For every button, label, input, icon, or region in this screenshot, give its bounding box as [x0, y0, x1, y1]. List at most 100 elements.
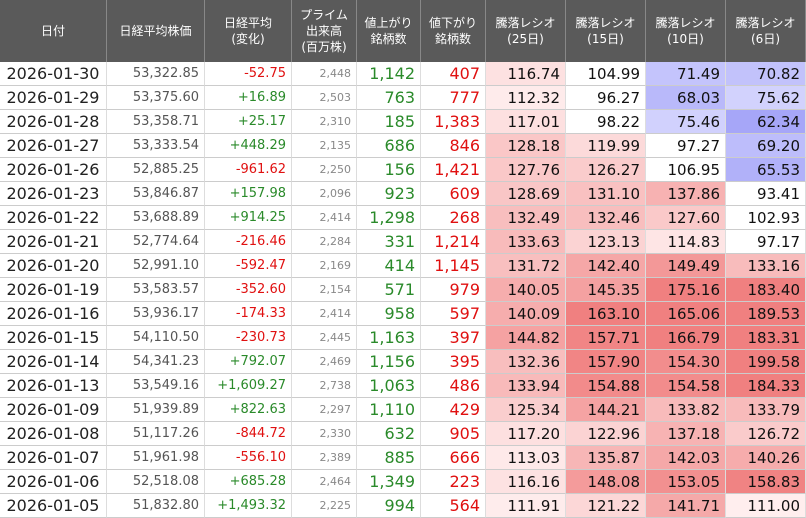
cell: 2026-01-29	[0, 86, 107, 110]
ratio-cell: 140.26	[726, 446, 806, 470]
header-cell: 値上がり 銘柄数	[357, 0, 421, 62]
cell: 486	[421, 374, 486, 398]
cell: +914.25	[205, 206, 292, 230]
ratio-cell: 137.86	[646, 182, 726, 206]
ratio-cell: 189.53	[726, 302, 806, 326]
header-cell: 騰落レシオ (10日)	[646, 0, 726, 62]
ratio-cell: 117.01	[486, 110, 566, 134]
ratio-cell: 133.82	[646, 398, 726, 422]
ratio-cell: 111.00	[726, 494, 806, 518]
cell: 905	[421, 422, 486, 446]
cell: 1,145	[421, 254, 486, 278]
cell: 1,298	[357, 206, 421, 230]
cell: 331	[357, 230, 421, 254]
cell: 994	[357, 494, 421, 518]
cell: 2026-01-20	[0, 254, 107, 278]
ratio-cell: 117.20	[486, 422, 566, 446]
cell: +822.63	[205, 398, 292, 422]
ratio-cell: 131.10	[566, 182, 646, 206]
ratio-cell: 183.31	[726, 326, 806, 350]
ratio-cell: 126.27	[566, 158, 646, 182]
ratio-cell: 128.69	[486, 182, 566, 206]
ratio-cell: 98.22	[566, 110, 646, 134]
ratio-cell: 183.40	[726, 278, 806, 302]
ratio-cell: 121.22	[566, 494, 646, 518]
cell: +448.29	[205, 134, 292, 158]
cell: 564	[421, 494, 486, 518]
ratio-cell: 75.62	[726, 86, 806, 110]
cell: 2026-01-27	[0, 134, 107, 158]
ratio-cell: 148.08	[566, 470, 646, 494]
cell: 2026-01-05	[0, 494, 107, 518]
ratio-cell: 153.05	[646, 470, 726, 494]
header-text: (百万株)	[301, 40, 347, 54]
cell: 407	[421, 62, 486, 86]
cell: 597	[421, 302, 486, 326]
ratio-cell: 158.83	[726, 470, 806, 494]
cell: 1,156	[357, 350, 421, 374]
cell: -844.72	[205, 422, 292, 446]
cell: 53,936.17	[107, 302, 205, 326]
header-cell: 騰落レシオ (25日)	[486, 0, 566, 62]
header-text: (6日)	[751, 32, 780, 46]
cell: 53,322.85	[107, 62, 205, 86]
ratio-cell: 114.83	[646, 230, 726, 254]
ratio-cell: 140.05	[486, 278, 566, 302]
cell: 2026-01-21	[0, 230, 107, 254]
cell: 2026-01-22	[0, 206, 107, 230]
cell: 923	[357, 182, 421, 206]
ratio-cell: 135.87	[566, 446, 646, 470]
cell: 1,110	[357, 398, 421, 422]
cell: 958	[357, 302, 421, 326]
header-cell: 騰落レシオ (15日)	[566, 0, 646, 62]
ratio-cell: 142.03	[646, 446, 726, 470]
ratio-cell: 104.99	[566, 62, 646, 86]
cell: 53,688.89	[107, 206, 205, 230]
cell: +25.17	[205, 110, 292, 134]
cell: 2,503	[292, 86, 357, 110]
ratio-cell: 132.36	[486, 350, 566, 374]
header-text: プライム	[300, 8, 348, 22]
ratio-cell: 154.58	[646, 374, 726, 398]
ratio-cell: 113.03	[486, 446, 566, 470]
cell: 54,341.23	[107, 350, 205, 374]
ratio-cell: 131.72	[486, 254, 566, 278]
cell: 2026-01-13	[0, 374, 107, 398]
cell: 846	[421, 134, 486, 158]
cell: 2026-01-14	[0, 350, 107, 374]
header-cell: プライム出来高 (百万株)	[292, 0, 357, 62]
header-cell: 日経平均 (変化)	[205, 0, 292, 62]
ratio-cell: 133.16	[726, 254, 806, 278]
ratio-cell: 149.49	[646, 254, 726, 278]
ratio-cell: 163.10	[566, 302, 646, 326]
cell: -216.46	[205, 230, 292, 254]
ratio-cell: 119.99	[566, 134, 646, 158]
header-text: 銘柄数	[434, 32, 471, 46]
ratio-cell: 154.30	[646, 350, 726, 374]
ratio-cell: 166.79	[646, 326, 726, 350]
cell: 51,939.89	[107, 398, 205, 422]
header-text: (25日)	[507, 32, 544, 46]
cell: +157.98	[205, 182, 292, 206]
header-cell: 日経平均株価	[107, 0, 205, 62]
ratio-cell: 145.35	[566, 278, 646, 302]
ratio-cell: 142.40	[566, 254, 646, 278]
ratio-cell: 116.74	[486, 62, 566, 86]
ratio-cell: 184.33	[726, 374, 806, 398]
header-text: 騰落レシオ	[495, 16, 556, 30]
cell: 2026-01-30	[0, 62, 107, 86]
cell: -174.33	[205, 302, 292, 326]
header-text: (変化)	[231, 32, 265, 46]
cell: +16.89	[205, 86, 292, 110]
cell: 885	[357, 446, 421, 470]
cell: 2,169	[292, 254, 357, 278]
header-text: 出来高	[305, 24, 342, 38]
cell: 2,154	[292, 278, 357, 302]
ratio-cell: 75.46	[646, 110, 726, 134]
ratio-cell: 65.53	[726, 158, 806, 182]
cell: 2026-01-26	[0, 158, 107, 182]
cell: 2026-01-19	[0, 278, 107, 302]
header-text: 騰落レシオ	[735, 16, 796, 30]
cell: 2,389	[292, 446, 357, 470]
ratio-cell: 133.94	[486, 374, 566, 398]
